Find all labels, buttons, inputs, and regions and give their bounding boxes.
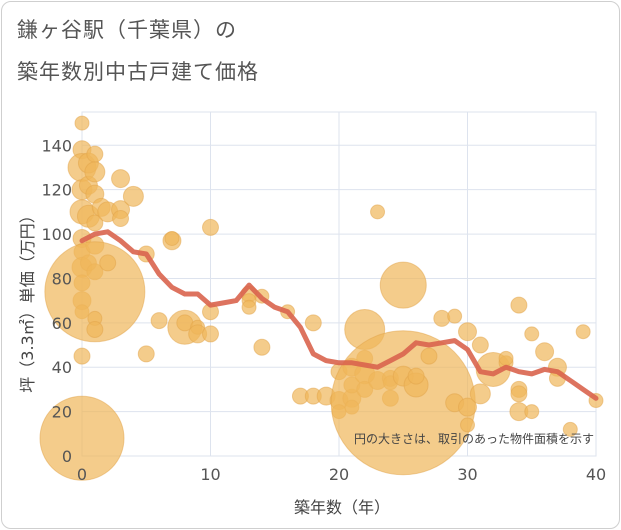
y-tick-label: 20: [52, 403, 72, 422]
y-tick-label: 140: [41, 136, 72, 155]
bubble: [471, 336, 489, 354]
bubble: [86, 214, 104, 232]
chart-title-line2: 築年数別中古戸建て価格: [17, 60, 259, 84]
bubble: [111, 169, 131, 189]
bubble: [458, 397, 477, 417]
bubble: [122, 185, 144, 207]
bubble: [99, 254, 117, 272]
bubble: [73, 347, 91, 365]
chart-title-line1: 鎌ヶ谷駅（千葉県）の: [17, 18, 237, 42]
trend-line: [79, 229, 599, 401]
bubble: [510, 296, 528, 314]
bubble: [241, 299, 257, 315]
bubble: [562, 421, 578, 437]
x-tick-label: 10: [200, 465, 220, 484]
bubble: [164, 231, 180, 247]
bubble: [202, 218, 219, 236]
bubble: [407, 367, 425, 385]
bubble: [150, 312, 168, 330]
bubble: [137, 345, 155, 363]
x-tick-label: 30: [457, 465, 477, 484]
bubble: [535, 342, 555, 362]
bubble: [433, 309, 451, 327]
x-axis-ticks: 0 10 20 30 40: [77, 465, 606, 484]
y-tick-label: 60: [52, 314, 72, 333]
bubble: [575, 324, 591, 340]
y-tick-label: 0: [62, 447, 72, 466]
bubble: [74, 115, 90, 131]
y-axis-title: 坪（3.3㎡）単価（万円）: [18, 207, 37, 392]
x-tick-label: 0: [77, 465, 87, 484]
bubble: [498, 350, 514, 366]
y-tick-label: 40: [52, 358, 72, 377]
y-tick-label: 80: [52, 269, 72, 288]
y-tick-label: 120: [41, 181, 72, 200]
x-axis-title: 築年数（年）: [294, 498, 390, 517]
bubble: [469, 383, 491, 405]
bubble: [44, 241, 146, 343]
x-tick-label: 40: [586, 465, 606, 484]
bubble-layer: [39, 115, 604, 481]
bubble: [202, 325, 219, 343]
bubble: [460, 417, 475, 433]
bubble: [112, 210, 130, 228]
bubble: [253, 338, 271, 356]
y-axis-ticks: 0 20 40 60 80 100 120 140: [41, 136, 72, 466]
bubble: [524, 404, 540, 420]
bubble: [86, 320, 104, 338]
bubble: [370, 204, 386, 220]
x-tick-label: 20: [329, 465, 349, 484]
bubble: [447, 308, 463, 324]
bubble: [420, 347, 438, 365]
bubble: [458, 322, 477, 342]
bubble: [510, 385, 528, 403]
bubble: [304, 314, 322, 332]
bubble: [39, 395, 125, 481]
bubble: [524, 326, 540, 342]
bubble: [84, 161, 106, 183]
y-tick-label: 100: [41, 225, 72, 244]
bubble: [379, 261, 427, 309]
bubble: [86, 145, 104, 163]
bubble-size-note: 円の大きさは、取引のあった物件面積を示す: [354, 431, 594, 446]
